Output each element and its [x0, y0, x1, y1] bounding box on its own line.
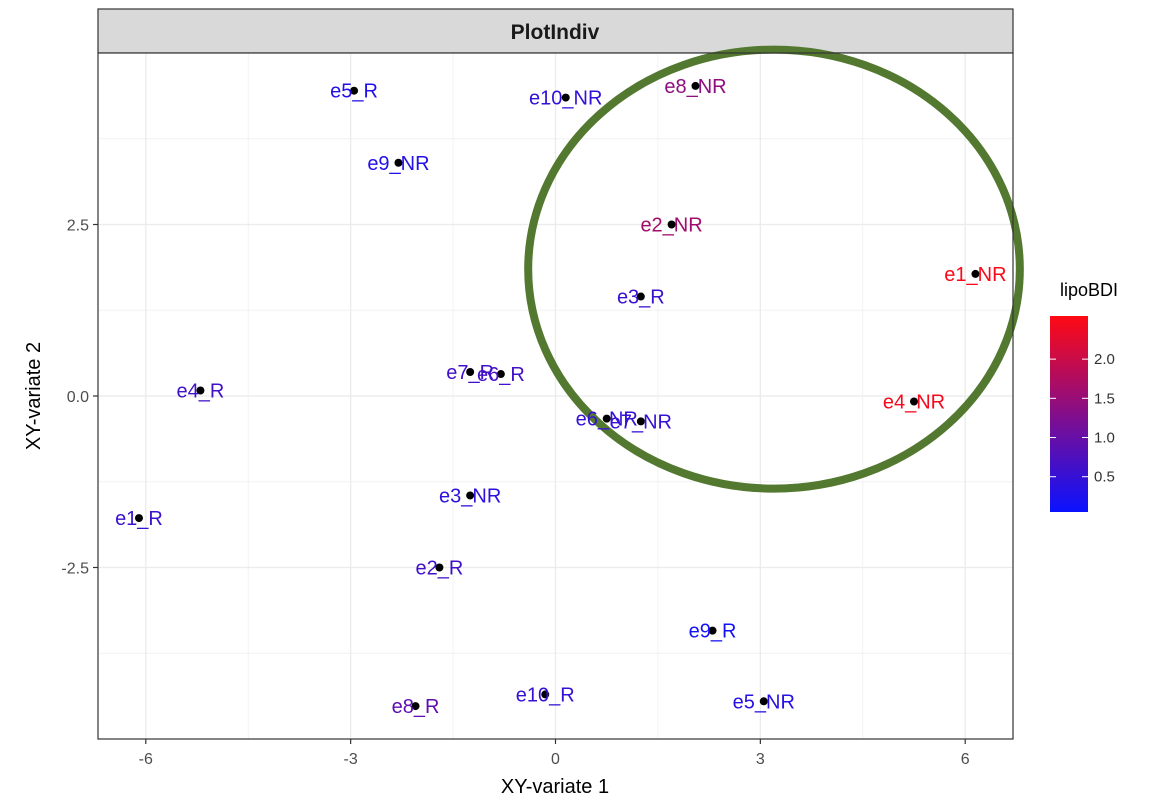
point-marker: [636, 417, 645, 426]
data-point: e1_NR: [944, 264, 1006, 286]
legend-tick-label: 2.0: [1094, 351, 1115, 368]
point-label: e9_NR: [367, 153, 429, 175]
point-label: e10_NR: [529, 88, 602, 110]
x-tick-label: -3: [344, 751, 358, 768]
data-point: e8_R: [392, 696, 440, 718]
highlight-ellipse: [524, 45, 1024, 493]
data-point: e7_NR: [610, 411, 672, 433]
chart-title: PlotIndiv: [511, 21, 600, 44]
y-tick-label: 2.5: [67, 218, 89, 235]
point-marker: [971, 269, 980, 278]
point-label: e8_R: [392, 696, 440, 718]
data-point: e3_R: [617, 287, 665, 309]
point-label: e9_R: [689, 621, 737, 643]
data-point: e3_NR: [439, 485, 501, 507]
x-tick-label: 0: [551, 751, 560, 768]
data-point: e8_NR: [664, 76, 726, 98]
point-label: e1_NR: [944, 264, 1006, 286]
data-points: e5_R e10_NRe8_NRe9_NRe2_NRe1_NRe3_Re7_Re6…: [115, 76, 1007, 718]
point-marker: [394, 158, 403, 167]
point-label: e4_NR: [883, 391, 945, 413]
data-point: e5_R: [330, 81, 378, 103]
point-marker: [636, 292, 645, 301]
data-point: e4_R: [177, 381, 225, 403]
point-marker: [691, 81, 700, 90]
point-label: e10_R: [516, 684, 575, 706]
point-marker: [541, 690, 550, 699]
point-label: e2_R: [416, 558, 464, 580]
point-marker: [667, 220, 676, 229]
point-label: e1_R: [115, 508, 163, 530]
point-label: e7_R: [446, 362, 494, 384]
data-point: e6_NR: [576, 409, 638, 431]
point-label: e5_R: [330, 81, 378, 103]
point-marker: [759, 697, 768, 706]
strip-header: [97, 8, 1014, 54]
x-tick-label: -6: [139, 751, 153, 768]
point-marker: [134, 514, 143, 523]
data-point: e7_R: [446, 362, 494, 384]
data-point: e6_R: [477, 364, 525, 386]
legend-colorbar: [1050, 316, 1088, 512]
point-label: e3_NR: [439, 485, 501, 507]
point-label: e5_NR: [733, 691, 795, 713]
point-marker: [435, 563, 444, 572]
legend-tick-label: 1.5: [1094, 390, 1115, 407]
legend: lipoBDI 0.5 1.0 1.5 2.0: [1050, 280, 1118, 512]
data-point: e2_NR: [640, 215, 702, 237]
legend-tick-label: 1.0: [1094, 430, 1115, 447]
point-marker: [466, 367, 475, 376]
y-tick-label: -2.5: [61, 561, 89, 578]
point-label: e7_NR: [610, 411, 672, 433]
legend-ticks: 0.5 1.0 1.5 2.0: [1050, 351, 1115, 486]
x-tick-label: 3: [756, 751, 765, 768]
y-axis-title: XY-variate 2: [23, 342, 45, 450]
point-label: e8_NR: [664, 76, 726, 98]
point-marker: [466, 491, 475, 500]
point-marker: [708, 626, 717, 635]
data-point: e10_R: [516, 684, 575, 706]
point-marker: [496, 370, 505, 379]
data-point: e4_NR: [883, 391, 945, 413]
point-label: e6_NR: [576, 409, 638, 431]
x-tick-label: 6: [961, 751, 970, 768]
data-point: e2_R: [416, 558, 464, 580]
data-point: e5_NR: [733, 691, 795, 713]
point-marker: [196, 386, 205, 395]
point-marker: [909, 397, 918, 406]
point-marker: [602, 414, 611, 423]
point-marker: [411, 702, 420, 711]
point-label: e4_R: [177, 381, 225, 403]
y-axis: -2.5 0.0 2.5: [61, 218, 98, 578]
point-label: e3_R: [617, 287, 665, 309]
legend-tick-label: 0.5: [1094, 469, 1115, 486]
point-marker: [561, 93, 570, 102]
annotation-layer: [524, 45, 1024, 493]
data-point: e9_R: [689, 621, 737, 643]
x-axis-title: XY-variate 1: [501, 776, 609, 798]
y-tick-label: 0.0: [67, 389, 89, 406]
data-point: e9_NR: [367, 153, 429, 175]
point-label: e6_R: [477, 364, 525, 386]
point-marker: [350, 86, 359, 95]
data-point: e1_R: [115, 508, 163, 530]
x-axis: -6 -3 0 3 6: [139, 739, 970, 768]
legend-title: lipoBDI: [1060, 280, 1118, 300]
data-point: e10_NR: [529, 88, 602, 110]
point-label: e2_NR: [640, 215, 702, 237]
